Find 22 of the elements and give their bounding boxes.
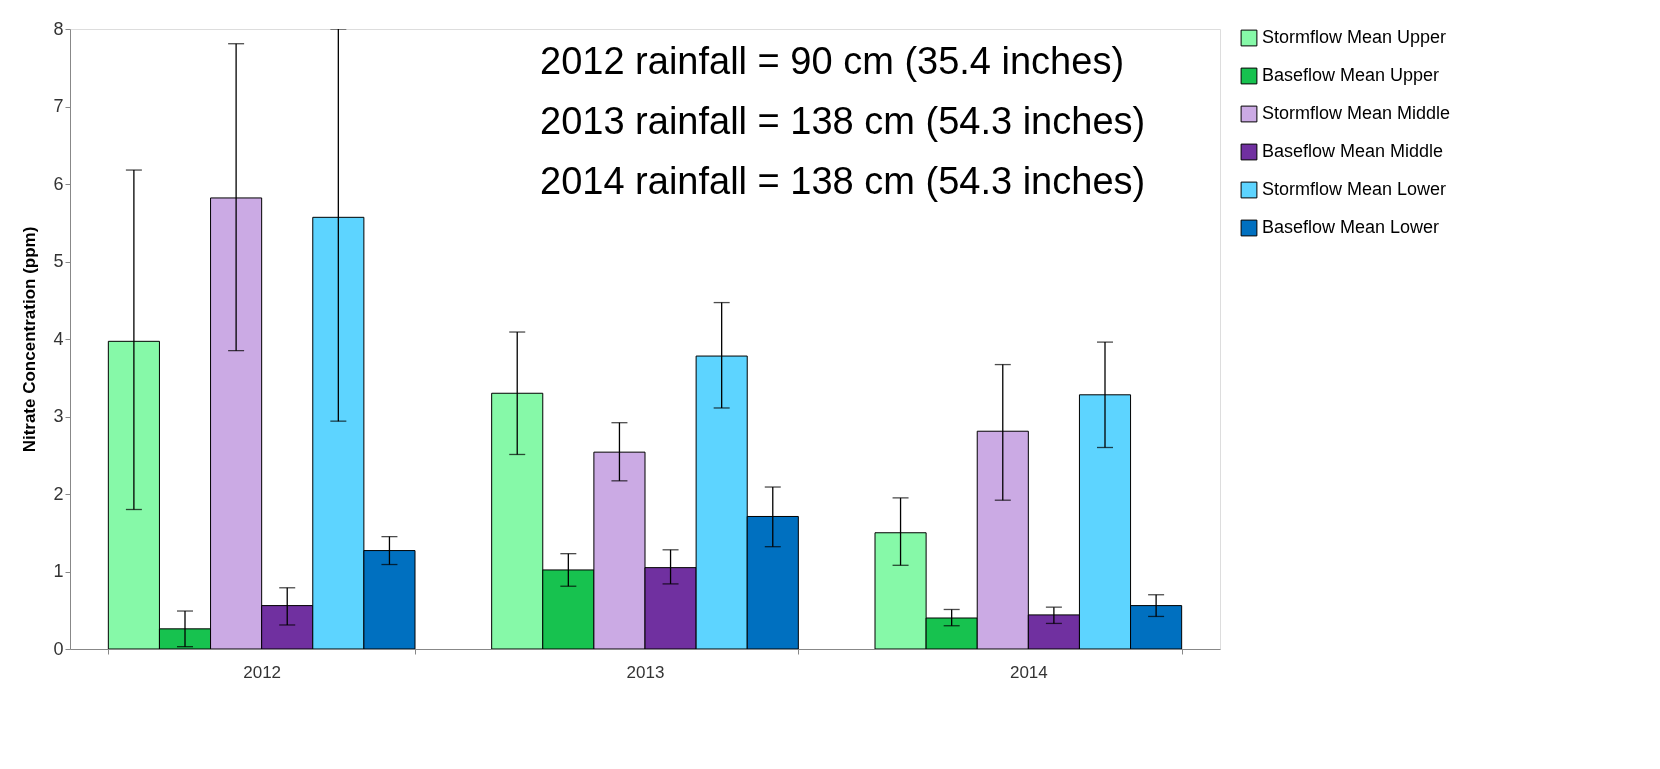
annotation: 2013 rainfall = 138 cm (54.3 inches) <box>540 100 1146 142</box>
y-tick-label: 7 <box>53 96 64 116</box>
y-tick-label: 1 <box>53 561 64 581</box>
annotation: 2012 rainfall = 90 cm (35.4 inches) <box>540 40 1125 82</box>
x-tick-label: 2013 <box>626 662 665 682</box>
legend-label: Baseflow Mean Middle <box>1262 141 1444 161</box>
y-axis-title: Nitrate Concentration (ppm) <box>20 226 40 453</box>
y-tick-label: 0 <box>53 638 64 659</box>
y-tick-label: 6 <box>53 173 64 194</box>
legend-label: Baseflow Mean Lower <box>1262 217 1440 237</box>
y-tick-label: 2 <box>53 483 64 504</box>
legend-label: Baseflow Mean Upper <box>1262 65 1440 85</box>
y-tick-label: 8 <box>53 18 64 39</box>
legend-label: Stormflow Mean Middle <box>1262 103 1451 123</box>
x-tick-label: 2012 <box>243 662 282 682</box>
y-tick-label: 5 <box>53 251 64 271</box>
legend-label: Stormflow Mean Upper <box>1262 27 1447 47</box>
annotation: 2014 rainfall = 138 cm (54.3 inches) <box>540 160 1146 202</box>
legend-label: Stormflow Mean Lower <box>1262 179 1447 199</box>
y-tick-label: 3 <box>53 406 64 426</box>
y-tick-label: 4 <box>53 328 64 349</box>
x-tick-label: 2014 <box>1009 662 1048 682</box>
